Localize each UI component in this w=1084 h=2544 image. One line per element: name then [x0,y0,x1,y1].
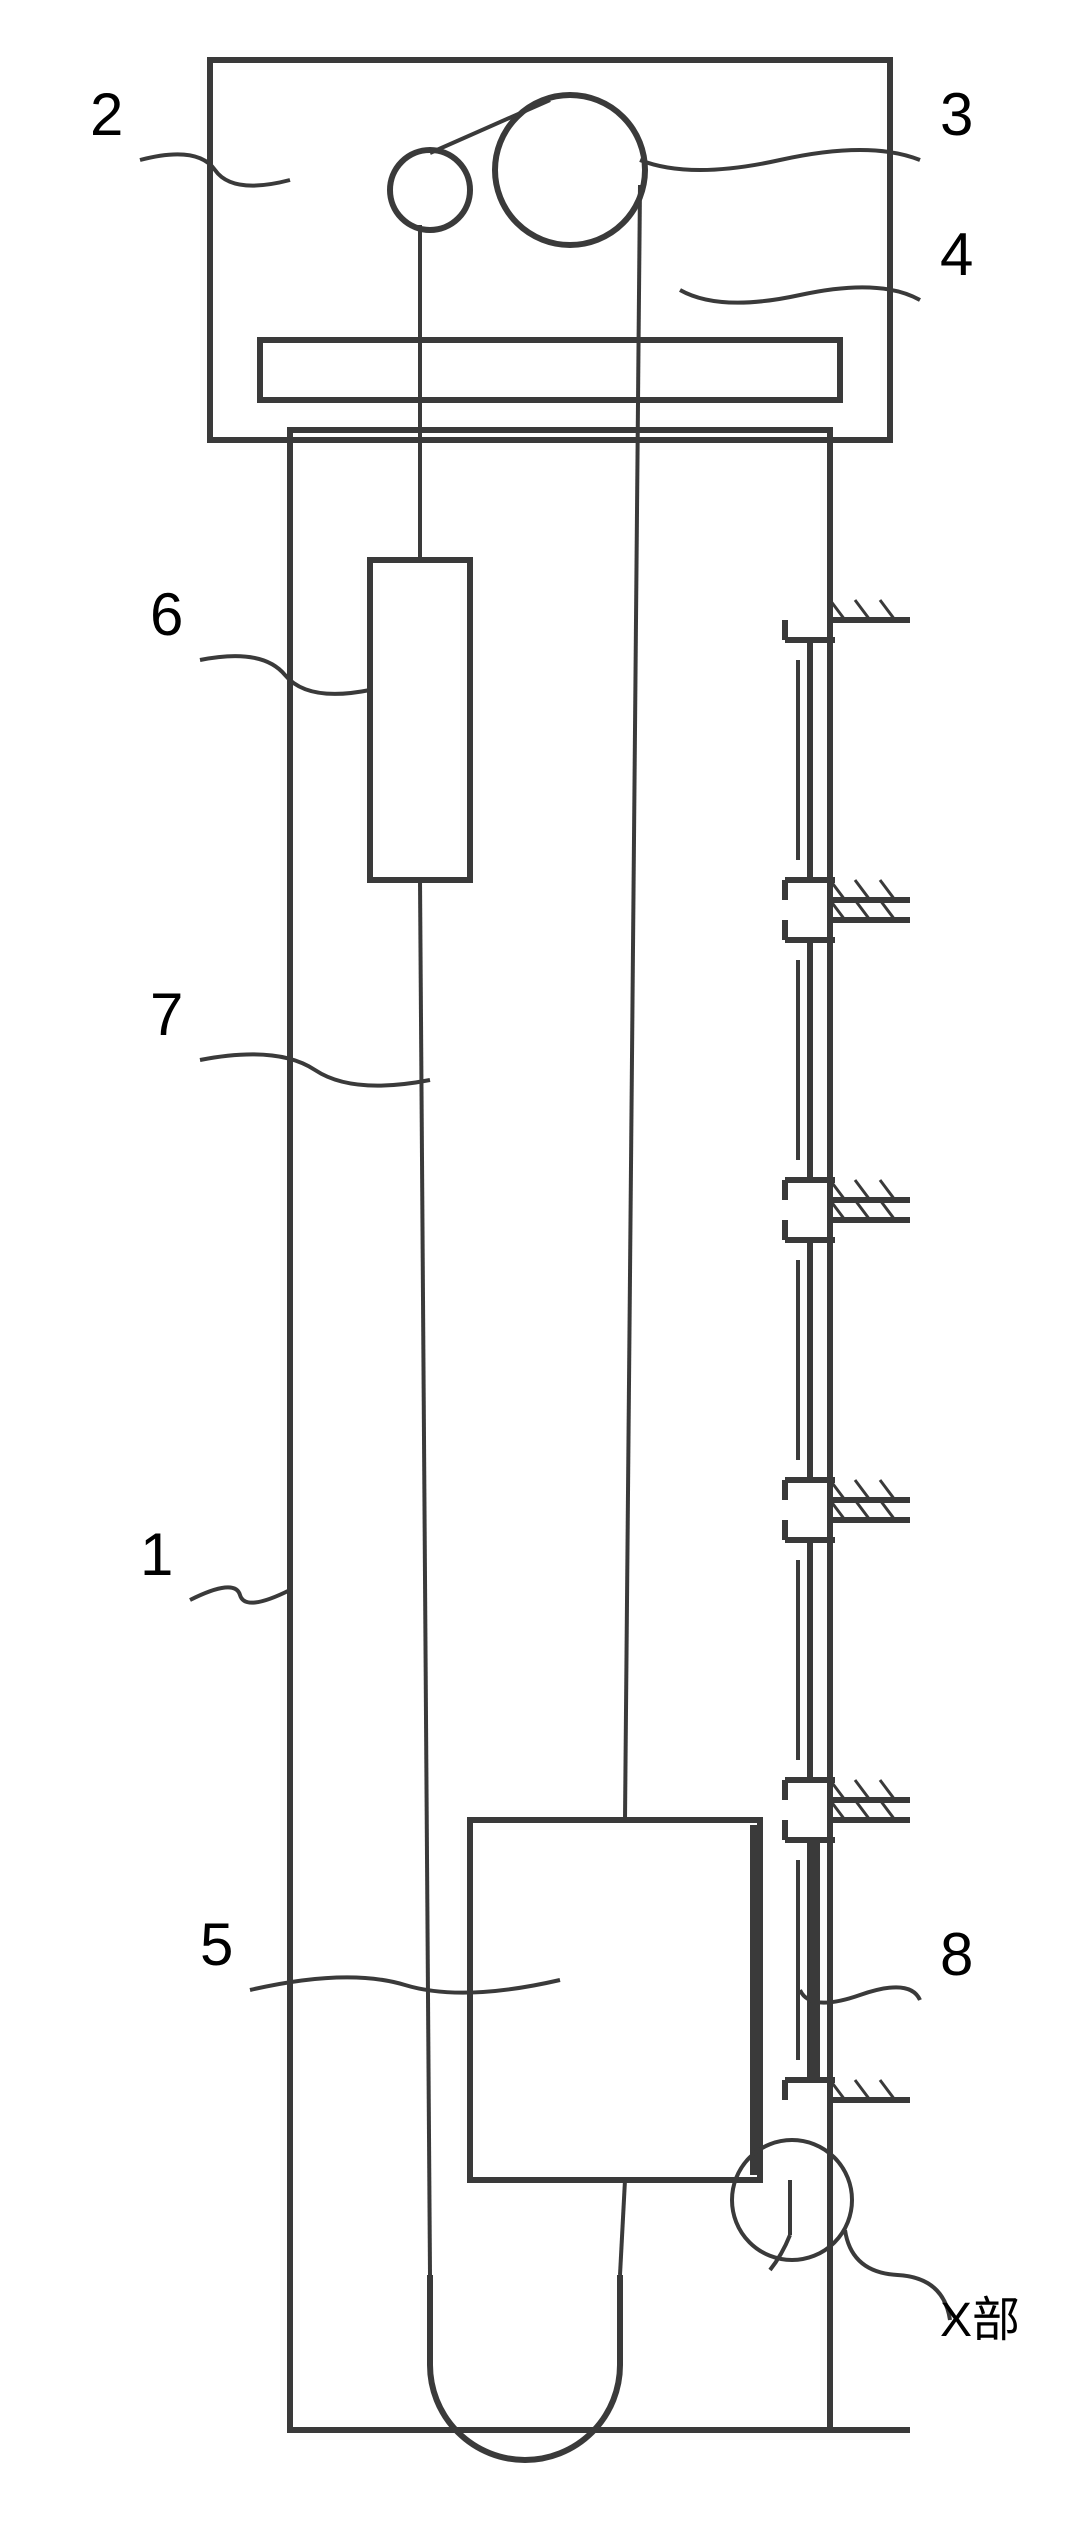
label-5: 5 [200,1910,233,1979]
label-detail: X部 [940,2280,1020,2350]
label-8: 8 [940,1920,973,1989]
label-4: 4 [940,220,973,289]
label-2: 2 [90,80,123,149]
label-3: 3 [940,80,973,149]
diagram-svg [0,0,1084,2544]
label-1: 1 [140,1520,173,1589]
label-6: 6 [150,580,183,649]
label-7: 7 [150,980,183,1049]
diagram-container: 1 2 3 4 5 6 7 8 X部 [0,0,1084,2544]
